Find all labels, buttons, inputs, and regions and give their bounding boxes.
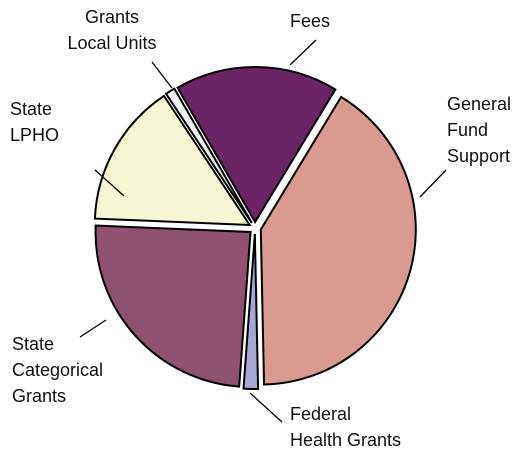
pie-slice [93, 94, 252, 227]
slice-label: Fees [290, 11, 330, 31]
leader-line [94, 169, 125, 197]
pie-slice [164, 87, 253, 224]
leader-line [79, 319, 107, 338]
leader-line [249, 392, 283, 423]
label-line: Local Units [67, 33, 156, 53]
label-line: Categorical [12, 360, 103, 380]
leader-line [289, 39, 317, 66]
label-line: LPHO [10, 125, 59, 145]
label-line: State [10, 99, 52, 119]
pie-slice [176, 66, 337, 224]
slice-label: State Categorical Grants [12, 334, 103, 406]
pie-slice [242, 233, 260, 390]
slice-label: State LPHO [10, 99, 59, 145]
slice-label: General Fund Support [447, 94, 511, 166]
label-line: Support [447, 146, 510, 166]
label-line: Grants [85, 7, 139, 27]
leader-line [151, 61, 173, 89]
slice-label: Grants Local Units [67, 7, 156, 53]
label-line: State [12, 334, 54, 354]
label-line: Federal [290, 404, 351, 424]
pie-slice [94, 224, 252, 388]
pie-slice [259, 95, 417, 386]
label-line: Fund [447, 120, 488, 140]
leader-line [419, 169, 447, 198]
label-line: General [447, 94, 511, 114]
label-line: Fees [290, 11, 330, 31]
label-line: Health Grants [290, 430, 401, 450]
slice-label: Federal Health Grants [290, 404, 401, 450]
label-line: Grants [12, 386, 66, 406]
